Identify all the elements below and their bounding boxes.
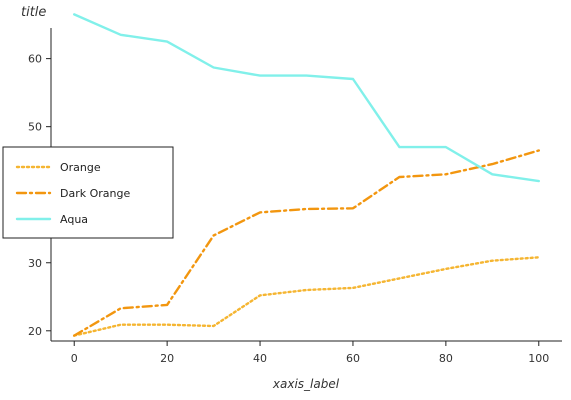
legend-label: Orange: [60, 161, 101, 174]
series-line-orange: [73, 256, 540, 337]
legend-label: Aqua: [60, 213, 88, 226]
x-tick-label: 40: [253, 352, 267, 365]
y-tick-label: 30: [28, 257, 42, 270]
x-tick-label: 0: [71, 352, 78, 365]
series-line-aqua: [73, 13, 540, 183]
y-tick-label: 60: [28, 53, 42, 66]
chart-title: title: [21, 5, 46, 20]
y-tick-label: 50: [28, 121, 42, 134]
legend-label: Dark Orange: [60, 187, 130, 200]
x-tick-label: 100: [528, 352, 549, 365]
legend: Orange Dark Orange Aqua: [2, 146, 174, 239]
x-tick-label: 60: [346, 352, 360, 365]
y-tick-label: 20: [28, 325, 42, 338]
series-line-dark-orange: [73, 149, 540, 337]
x-axis-ticks: 0 20 40 60 80 100: [71, 341, 549, 365]
x-tick-label: 20: [160, 352, 174, 365]
x-tick-label: 80: [439, 352, 453, 365]
x-axis-title: xaxis_label: [272, 377, 340, 391]
plot-area: [73, 13, 540, 337]
